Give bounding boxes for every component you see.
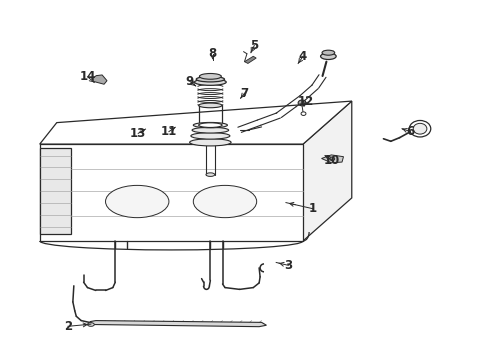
Ellipse shape (189, 139, 231, 146)
Ellipse shape (412, 123, 426, 134)
Text: 7: 7 (240, 87, 248, 100)
Text: 3: 3 (284, 259, 292, 272)
Ellipse shape (194, 79, 226, 85)
Ellipse shape (408, 121, 430, 137)
Ellipse shape (322, 50, 334, 55)
Ellipse shape (329, 157, 334, 161)
Polygon shape (90, 320, 266, 327)
Text: 9: 9 (185, 75, 194, 88)
Text: 5: 5 (250, 39, 258, 52)
Text: 14: 14 (79, 70, 96, 83)
Polygon shape (303, 101, 351, 241)
Ellipse shape (199, 73, 221, 79)
Text: 13: 13 (130, 127, 146, 140)
Ellipse shape (192, 127, 228, 133)
Text: 8: 8 (208, 47, 217, 60)
Ellipse shape (198, 103, 222, 108)
Ellipse shape (196, 77, 224, 82)
Text: 4: 4 (298, 50, 306, 63)
Ellipse shape (320, 53, 335, 59)
Polygon shape (40, 144, 303, 241)
Polygon shape (321, 155, 343, 163)
Text: 1: 1 (308, 202, 316, 215)
Ellipse shape (193, 122, 227, 128)
Ellipse shape (198, 123, 222, 127)
Polygon shape (40, 101, 351, 144)
Ellipse shape (190, 133, 229, 139)
Polygon shape (244, 56, 256, 63)
Ellipse shape (87, 323, 94, 326)
Text: 12: 12 (297, 95, 313, 108)
Ellipse shape (193, 185, 256, 218)
Ellipse shape (298, 100, 305, 106)
Text: 11: 11 (161, 125, 177, 138)
Ellipse shape (205, 173, 214, 176)
Ellipse shape (105, 185, 168, 218)
Ellipse shape (301, 112, 305, 116)
Text: 10: 10 (324, 154, 340, 167)
Text: 6: 6 (406, 125, 413, 138)
Polygon shape (40, 148, 71, 234)
Text: 2: 2 (64, 320, 72, 333)
Polygon shape (92, 75, 107, 84)
